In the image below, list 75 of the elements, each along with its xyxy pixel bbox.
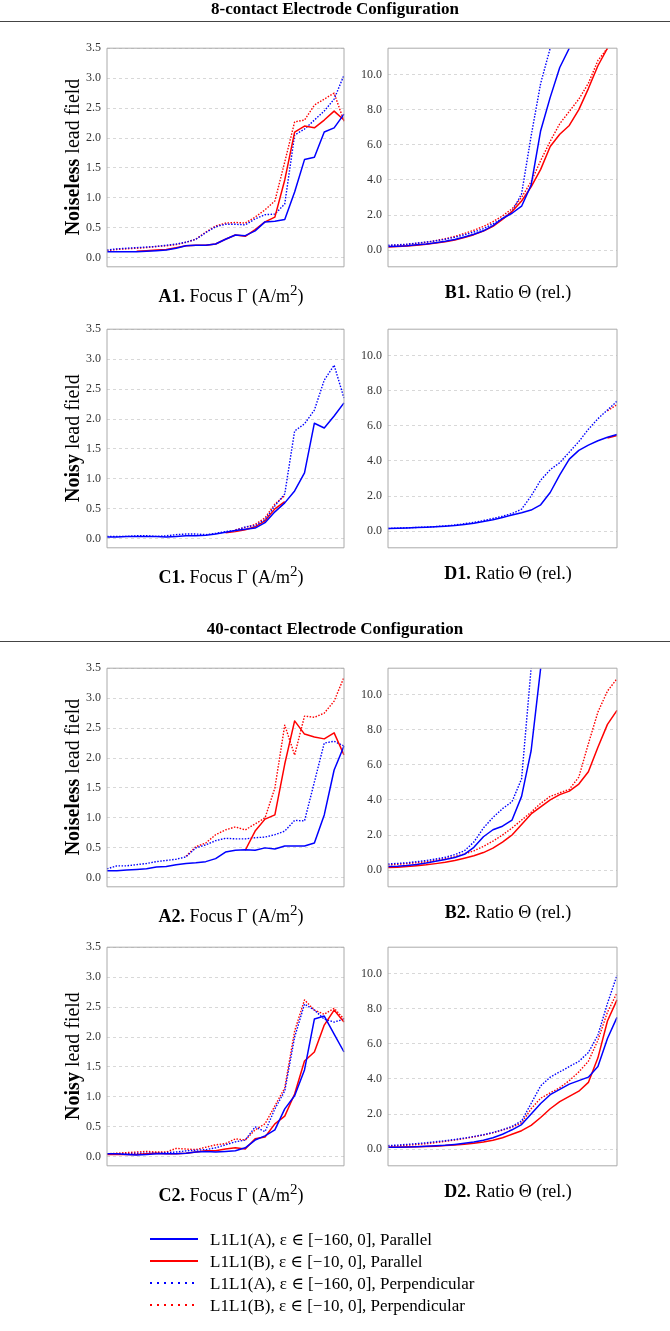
y-tick-label: 2.5 xyxy=(86,720,101,735)
legend-label: L1L1(B), ε ∈ [−10, 0], Perpendicular xyxy=(210,1294,465,1316)
y-tick-label: 4.0 xyxy=(367,453,382,468)
y-tick-label: 1.0 xyxy=(86,471,101,486)
y-tick-label: 10.0 xyxy=(361,347,382,362)
x-axis-title: A1. Focus Γ (A/m$^{2}$) xyxy=(158,282,304,306)
y-tick-label: 3.0 xyxy=(86,690,101,705)
y-tick-label: 0.0 xyxy=(86,1148,101,1163)
y-tick-label: 1.5 xyxy=(86,441,101,456)
y-tick-label: 0.0 xyxy=(367,1141,382,1156)
y-tick-label: 1.5 xyxy=(86,160,101,175)
y-tick-label: 4.0 xyxy=(367,172,382,187)
y-tick-label: 1.5 xyxy=(86,780,101,795)
y-tick-label: 2.0 xyxy=(86,750,101,765)
y-tick-label: 0.0 xyxy=(367,523,382,538)
y-tick-label: 1.0 xyxy=(86,190,101,205)
y-tick-label: 2.0 xyxy=(367,1106,382,1121)
y-tick-label: 2.5 xyxy=(86,381,101,396)
x-axis-title: B1. Ratio Θ (rel.) xyxy=(444,282,572,302)
y-tick-label: 3.0 xyxy=(86,969,101,984)
y-tick-label: 0.5 xyxy=(86,840,101,855)
y-tick-label: 2.0 xyxy=(86,1029,101,1044)
y-tick-label: 2.0 xyxy=(367,827,382,842)
y-tick-label: 3.5 xyxy=(86,660,101,675)
y-tick-label: 6.0 xyxy=(367,417,382,432)
y-axis-title: Noiseless lead field xyxy=(60,698,83,856)
y-tick-label: 0.5 xyxy=(86,220,101,235)
y-tick-label: 3.5 xyxy=(86,939,101,954)
y-tick-label: 8.0 xyxy=(367,1000,382,1015)
y-tick-label: 0.0 xyxy=(367,242,382,257)
y-axis-title: Noisy lead field xyxy=(60,374,83,502)
y-tick-label: 1.5 xyxy=(86,1059,101,1074)
y-tick-label: 8.0 xyxy=(367,101,382,116)
y-tick-label: 6.0 xyxy=(367,756,382,771)
x-axis-title: A2. Focus Γ (A/m$^{2}$) xyxy=(158,902,304,926)
y-axis-title: Noisy lead field xyxy=(60,992,83,1120)
chart-title: 8-contact Electrode Configuration xyxy=(209,0,460,19)
y-tick-label: 10.0 xyxy=(361,965,382,980)
y-tick-label: 2.5 xyxy=(86,100,101,115)
legend-label: L1L1(A), ε ∈ [−160, 0], Perpendicular xyxy=(210,1272,475,1294)
y-tick-label: 10.0 xyxy=(361,66,382,81)
x-axis-title: D2. Ratio Θ (rel.) xyxy=(444,1181,572,1201)
y-tick-label: 0.0 xyxy=(86,869,101,884)
y-tick-label: 1.0 xyxy=(86,810,101,825)
y-tick-label: 6.0 xyxy=(367,136,382,151)
chart-title: 40-contact Electrode Configuration xyxy=(205,619,465,639)
y-tick-label: 6.0 xyxy=(367,1035,382,1050)
x-axis-title: C1. Focus Γ (A/m$^{2}$) xyxy=(158,563,304,587)
legend-label: L1L1(B), ε ∈ [−10, 0], Parallel xyxy=(210,1250,423,1272)
y-tick-label: 0.0 xyxy=(86,249,101,264)
y-tick-label: 8.0 xyxy=(367,721,382,736)
x-axis-title: D1. Ratio Θ (rel.) xyxy=(444,563,572,583)
y-tick-label: 3.0 xyxy=(86,70,101,85)
y-tick-label: 0.5 xyxy=(86,501,101,516)
y-tick-label: 4.0 xyxy=(367,1071,382,1086)
x-axis-title: C2. Focus Γ (A/m$^{2}$) xyxy=(158,1181,304,1205)
y-tick-label: 3.0 xyxy=(86,351,101,366)
y-tick-label: 2.5 xyxy=(86,999,101,1014)
y-tick-label: 0.0 xyxy=(367,862,382,877)
x-axis-title: B2. Ratio Θ (rel.) xyxy=(444,902,572,922)
y-tick-label: 10.0 xyxy=(361,686,382,701)
y-axis-title: Noiseless lead field xyxy=(60,78,83,236)
y-tick-label: 3.5 xyxy=(86,40,101,55)
y-tick-label: 3.5 xyxy=(86,321,101,336)
y-tick-label: 2.0 xyxy=(367,207,382,222)
y-tick-label: 2.0 xyxy=(367,488,382,503)
y-tick-label: 1.0 xyxy=(86,1089,101,1104)
y-tick-label: 2.0 xyxy=(86,130,101,145)
y-tick-label: 4.0 xyxy=(367,792,382,807)
y-tick-label: 0.0 xyxy=(86,530,101,545)
legend-label: L1L1(A), ε ∈ [−160, 0], Parallel xyxy=(210,1228,432,1250)
y-tick-label: 8.0 xyxy=(367,382,382,397)
line-series xyxy=(185,676,345,857)
y-tick-label: 2.0 xyxy=(86,411,101,426)
y-tick-label: 0.5 xyxy=(86,1119,101,1134)
